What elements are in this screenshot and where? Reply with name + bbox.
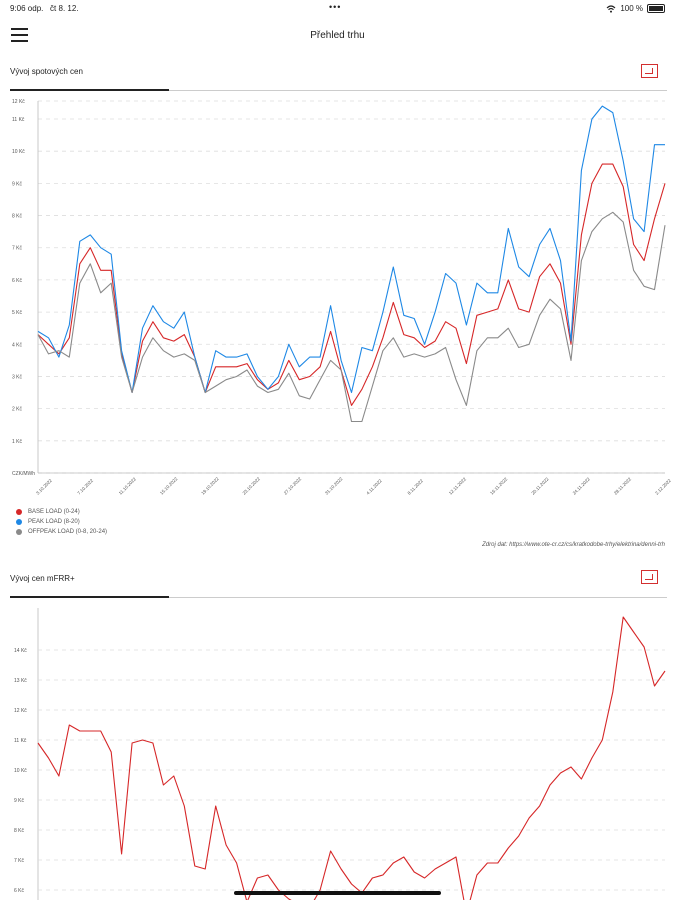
spot-chart-divider bbox=[10, 90, 667, 91]
mfrr-y-tick-label: 14 Kč bbox=[14, 648, 27, 654]
spot-x-tick-label: 4.11.2022 bbox=[365, 478, 383, 496]
spot-y-tick-label: 2 Kč bbox=[12, 407, 23, 413]
mfrr-y-tick-label: 13 Kč bbox=[14, 678, 27, 684]
legend-item-offpeak: OFFPEAK LOAD (0-8, 20-24) bbox=[16, 527, 107, 537]
mfrr-y-tick-label: 11 Kč bbox=[14, 738, 27, 744]
spot-x-tick-label: 16.11.2022 bbox=[489, 476, 509, 496]
spot-y-tick-label: 10 Kč bbox=[12, 149, 25, 155]
wifi-icon bbox=[606, 4, 616, 13]
mfrr-y-tick-label: 7 Kč bbox=[14, 858, 25, 864]
spot-x-tick-label: 28.11.2022 bbox=[613, 476, 633, 496]
spot-x-tick-label: 12.11.2022 bbox=[448, 476, 468, 496]
mfrr-price-chart: 6 Kč 7 Kč 8 Kč 9 Kč 10 Kč 11 Kč 12 Kč 13 Kč 14 K… bbox=[14, 608, 666, 900]
spot-price-chart: CZK/MWh 1 Kč 2 Kč 3 Kč 4 Kč 5 Kč 6 Kč 7 Kč 8 Kč 9… bbox=[12, 99, 672, 496]
spot-y-tick-label: 11 Kč bbox=[12, 117, 25, 123]
legend-dot-base bbox=[16, 509, 22, 515]
mfrr-y-tick-label: 10 Kč bbox=[14, 768, 27, 774]
spot-chart-tab-indicator bbox=[10, 89, 169, 91]
status-bar: 9:06 odp. čt 8. 12. ••• 100 % bbox=[0, 0, 675, 16]
spot-x-tick-label: 11.10.2022 bbox=[118, 476, 138, 496]
status-time: 9:06 odp. čt 8. 12. bbox=[10, 4, 79, 13]
spot-y-tick-label: 4 Kč bbox=[12, 342, 23, 348]
spot-series-offpeak-line bbox=[37, 211, 666, 423]
spot-chart-legend: BASE LOAD (0-24) PEAK LOAD (8-20) OFFPEA… bbox=[16, 507, 107, 537]
spot-y-tick-label: 12 Kč bbox=[12, 99, 25, 105]
spot-y-tick-label: 8 Kč bbox=[12, 214, 23, 220]
mfrr-chart-expand-button[interactable] bbox=[641, 570, 658, 584]
legend-dot-offpeak bbox=[16, 529, 22, 535]
spot-x-tick-label: 31.10.2022 bbox=[324, 476, 344, 496]
mfrr-y-tick-label: 12 Kč bbox=[14, 708, 27, 714]
data-source-note: Zdroj dat: https://www.ote-cr.cz/cs/krat… bbox=[482, 542, 665, 548]
spot-x-tick-label: 2.12.2022 bbox=[654, 478, 672, 496]
spot-chart-expand-button[interactable] bbox=[641, 64, 658, 78]
spot-x-tick-label: 24.11.2022 bbox=[572, 476, 592, 496]
spot-x-tick-label: 7.10.2022 bbox=[76, 478, 94, 496]
legend-item-peak: PEAK LOAD (8-20) bbox=[16, 517, 107, 527]
battery-icon bbox=[647, 4, 665, 13]
page-title: Přehled trhu bbox=[310, 30, 365, 41]
legend-item-base: BASE LOAD (0-24) bbox=[16, 507, 107, 517]
mfrr-series-line bbox=[37, 616, 666, 900]
spot-x-tick-label: 15.10.2022 bbox=[159, 476, 179, 496]
spot-chart-title: Vývoj spotových cen bbox=[10, 67, 83, 76]
spot-x-tick-label: 8.11.2022 bbox=[407, 478, 425, 496]
legend-dot-peak bbox=[16, 519, 22, 525]
multitasking-dots[interactable]: ••• bbox=[329, 2, 342, 12]
spot-y-tick-label: 1 Kč bbox=[12, 439, 23, 445]
spot-x-tick-label: 23.10.2022 bbox=[242, 476, 262, 496]
spot-series-peak-line bbox=[37, 105, 665, 394]
mfrr-chart-tab-indicator bbox=[10, 596, 169, 598]
spot-x-tick-label: 19.10.2022 bbox=[200, 476, 220, 496]
nav-bar: Přehled trhu bbox=[0, 18, 675, 54]
mfrr-y-tick-label: 8 Kč bbox=[14, 828, 25, 834]
spot-x-tick-label: 3.10.2022 bbox=[35, 478, 53, 496]
spot-x-tick-label: 20.11.2022 bbox=[530, 476, 550, 496]
spot-y-tick-label: 7 Kč bbox=[12, 246, 23, 252]
mfrr-chart-divider bbox=[10, 597, 667, 598]
spot-y-tick-label: 6 Kč bbox=[12, 278, 23, 284]
hamburger-menu-icon[interactable] bbox=[11, 28, 28, 42]
status-right: 100 % bbox=[606, 4, 665, 13]
spot-x-tick-label: 27.10.2022 bbox=[283, 476, 303, 496]
spot-y-tick-label: 5 Kč bbox=[12, 310, 23, 316]
spot-y-tick-label: CZK/MWh bbox=[12, 471, 35, 477]
spot-y-tick-label: 9 Kč bbox=[12, 181, 23, 187]
spot-series-base-line bbox=[37, 163, 666, 406]
spot-y-tick-label: 3 Kč bbox=[12, 374, 23, 380]
battery-percent: 100 % bbox=[620, 4, 643, 13]
home-indicator[interactable] bbox=[234, 891, 441, 895]
mfrr-chart-title: Vývoj cen mFRR+ bbox=[10, 574, 75, 583]
mfrr-y-tick-label: 6 Kč bbox=[14, 888, 25, 894]
mfrr-y-tick-label: 9 Kč bbox=[14, 798, 25, 804]
